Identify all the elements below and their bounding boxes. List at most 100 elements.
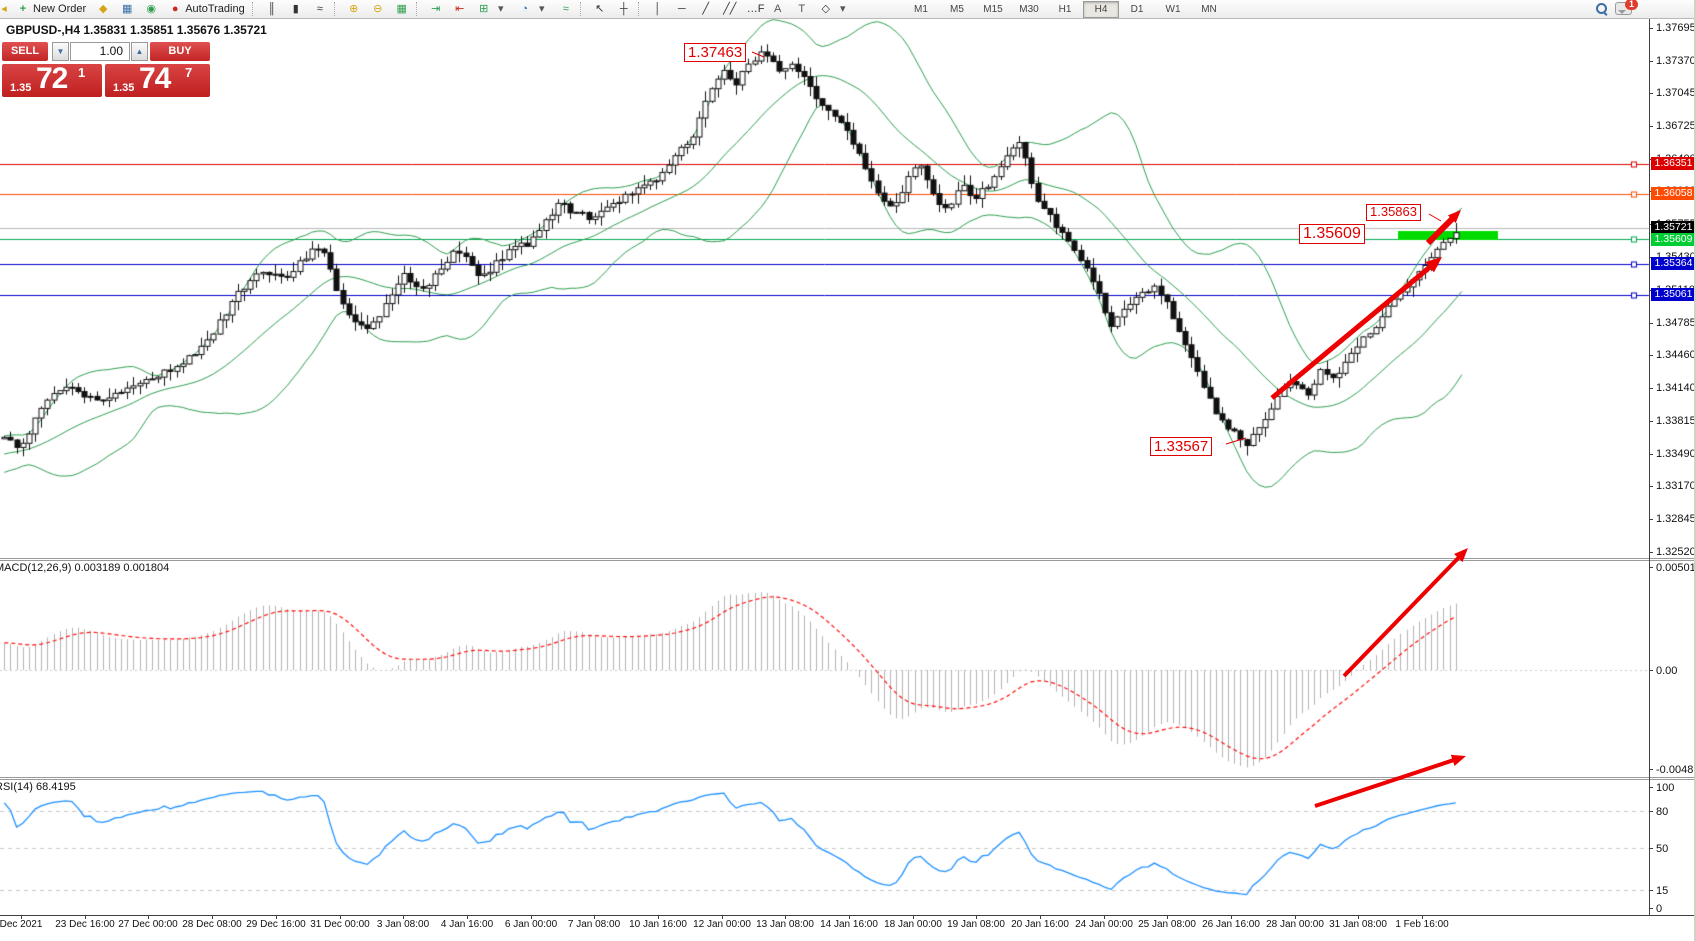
sell-price-sup: 1 (78, 65, 86, 80)
toolbar-separator (415, 2, 422, 16)
timeframe-m1[interactable]: M1 (914, 4, 928, 15)
zoom-out-icon: ⊖ (373, 3, 383, 15)
time-tick-mark (403, 915, 404, 919)
time-tick-label: 19 Jan 08:00 (947, 919, 1005, 930)
macd-tick-label: -0.004812 (1656, 763, 1696, 776)
pane-separator[interactable] (0, 560, 1696, 561)
sell-price-box[interactable]: 1.35 72 1 (2, 62, 102, 97)
horizontal-line-button[interactable]: ─ (670, 1, 694, 17)
timeframe-h1[interactable]: H1 (1058, 4, 1072, 15)
time-tick-mark (148, 915, 149, 919)
line-chart-button[interactable]: ≈ (308, 1, 332, 17)
price-tick-label: 1.36725 (1656, 119, 1696, 132)
timeframe-m30[interactable]: M30 (1019, 4, 1039, 15)
timeframe-mn[interactable]: MN (1201, 4, 1217, 15)
time-tick-label: 4 Jan 16:00 (440, 919, 494, 930)
time-tick-label: 25 Jan 08:00 (1138, 919, 1196, 930)
data-window-button[interactable]: ▦ (115, 1, 139, 17)
timeframe-m15[interactable]: M15 (983, 4, 1003, 15)
time-tick-mark (1167, 915, 1168, 919)
price-tick-label: 1.34785 (1656, 316, 1696, 329)
crosshair-button[interactable]: ┼ (612, 1, 636, 17)
time-tick-mark (1422, 915, 1423, 919)
price-annotation-label[interactable]: 1.35609 (1299, 224, 1365, 245)
price-tick-label: 1.37370 (1656, 54, 1696, 67)
price-tick-label: 1.37045 (1656, 87, 1696, 100)
cursor-button[interactable]: ↖ (588, 1, 612, 17)
profiles-button[interactable]: ◔ ▾ (513, 1, 554, 17)
price-tick-label: 1.34140 (1656, 381, 1696, 394)
price-level-badge: 1.36058 (1651, 187, 1696, 200)
volume-down-button[interactable]: ▼ (52, 42, 69, 61)
price-tick-label: 1.34460 (1656, 349, 1696, 362)
volume-up-button[interactable]: ▲ (131, 42, 148, 61)
candlestick-button[interactable]: ▮ (284, 1, 308, 17)
timeframe-m5[interactable]: M5 (950, 4, 964, 15)
time-tick-mark (658, 915, 659, 919)
search-icon[interactable] (1596, 3, 1608, 16)
price-annotation-label[interactable]: 1.33567 (1150, 437, 1213, 457)
rsi-tick-label: 15 (1656, 884, 1669, 897)
text-label-button[interactable]: T (790, 1, 814, 17)
chart-shift-button[interactable]: ⇤ (448, 1, 472, 17)
arrows-tool-button[interactable]: ◇ ▾ (814, 1, 855, 17)
price-tick-mark (1649, 60, 1653, 62)
notification-badge: 1 (1625, 0, 1638, 10)
price-level-badge: 1.35364 (1651, 257, 1696, 271)
price-tick-mark (1649, 322, 1653, 324)
price-annotation-label[interactable]: 1.35863 (1366, 204, 1421, 221)
expert-advisors-icon: ◉ (146, 3, 156, 15)
price-level-badge: 1.35721 (1651, 221, 1696, 235)
time-tick-label: 24 Jan 00:00 (1075, 919, 1133, 930)
autotrading-icon: ● (171, 3, 179, 15)
text-icon: A (774, 3, 782, 15)
channel-button[interactable]: ╱╱ (718, 1, 742, 17)
volume-input[interactable]: 1.00 (70, 42, 130, 61)
timeframe-w1[interactable]: W1 (1165, 4, 1181, 15)
rsi-tick-mark (1649, 811, 1653, 813)
toolbar-separator (637, 2, 644, 16)
autotrading-button[interactable]: ● AutoTrading (163, 1, 250, 17)
macd-tick-mark (1649, 567, 1653, 568)
price-tick-mark (1649, 27, 1653, 29)
price-annotation-label[interactable]: 1.37463 (684, 43, 747, 63)
price-axis-border (1649, 18, 1650, 915)
time-tick-label: 7 Jan 08:00 (567, 919, 621, 930)
expert-advisors-button[interactable]: ◉ (139, 1, 163, 17)
buy-price-box[interactable]: 1.35 74 7 (105, 62, 210, 97)
bar-chart-button[interactable]: ║ (260, 1, 284, 17)
rsi-tick-mark (1649, 787, 1653, 788)
text-button[interactable]: A (766, 1, 790, 17)
partial-toolbar-icon[interactable]: ◂ (1, 3, 7, 15)
timeframe-d1[interactable]: D1 (1130, 4, 1144, 15)
time-tick-label: 26 Jan 16:00 (1202, 919, 1260, 930)
auto-scroll-icon: ⇥ (431, 3, 441, 15)
fibonacci-button[interactable]: …F (742, 1, 766, 17)
price-tick-mark (1649, 552, 1653, 554)
timeframe-h4[interactable]: H4 (1083, 1, 1119, 18)
pane-separator[interactable] (0, 777, 1696, 778)
new-chart-button[interactable]: ⊞ ▾ (472, 1, 513, 17)
zoom-out-button[interactable]: ⊖ (366, 1, 390, 17)
pane-separator[interactable] (0, 779, 1696, 780)
tile-windows-button[interactable]: ▦ (390, 1, 414, 17)
toolbar-separator (251, 2, 258, 16)
time-tick-label: 14 Jan 16:00 (820, 919, 878, 930)
auto-scroll-button[interactable]: ⇥ (424, 1, 448, 17)
market-watch-button[interactable]: ◆ (91, 1, 115, 17)
sell-button[interactable]: SELL (2, 42, 48, 61)
time-tick-mark (594, 915, 595, 919)
indicators-button[interactable]: ≈ (554, 1, 578, 17)
rsi-tick-label: 80 (1656, 806, 1669, 819)
new-order-button[interactable]: + New Order (11, 1, 91, 17)
notifications-icon[interactable]: 1 (1615, 0, 1638, 15)
zoom-in-button[interactable]: ⊕ (342, 1, 366, 17)
trendline-button[interactable]: ╱ (694, 1, 718, 17)
pane-separator[interactable] (0, 558, 1696, 559)
vertical-line-button[interactable]: │ (646, 1, 670, 17)
buy-button[interactable]: BUY (150, 42, 210, 61)
time-tick-label: 28 Jan 00:00 (1266, 919, 1324, 930)
price-tick-label: 1.32520 (1656, 546, 1696, 559)
